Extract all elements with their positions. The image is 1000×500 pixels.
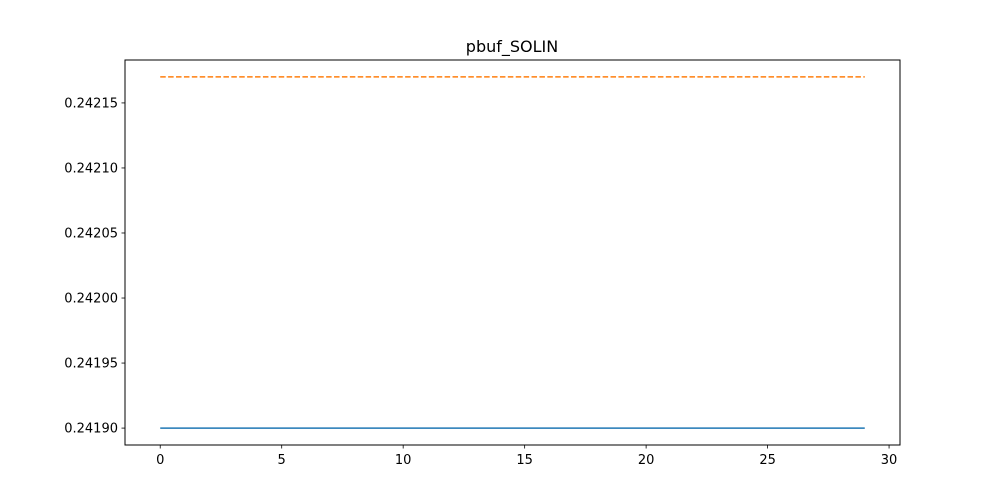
x-tick-label: 25: [759, 453, 776, 468]
y-tick-label: 0.24190: [64, 422, 118, 437]
y-tick-label: 0.24205: [64, 226, 118, 241]
x-axis-ticks: 0 5 10 15 20 25 30: [156, 445, 897, 468]
y-tick-label: 0.24195: [64, 357, 118, 372]
y-tick-label: 0.24200: [64, 292, 118, 307]
plot-frame: [124, 59, 901, 446]
x-tick-label: 15: [516, 453, 533, 468]
y-tick-label: 0.24210: [64, 161, 118, 176]
x-tick-label: 0: [156, 453, 164, 468]
x-tick-label: 5: [278, 453, 286, 468]
chart-title: pbuf_SOLIN: [466, 37, 558, 57]
series-layer: [160, 76, 865, 429]
x-tick-label: 10: [395, 453, 412, 468]
x-tick-label: 30: [881, 453, 898, 468]
x-tick-label: 20: [638, 453, 655, 468]
y-axis-ticks: 0.24190 0.24195 0.24200 0.24205 0.24210 0.242…: [64, 96, 125, 437]
y-tick-label: 0.24215: [64, 96, 118, 111]
